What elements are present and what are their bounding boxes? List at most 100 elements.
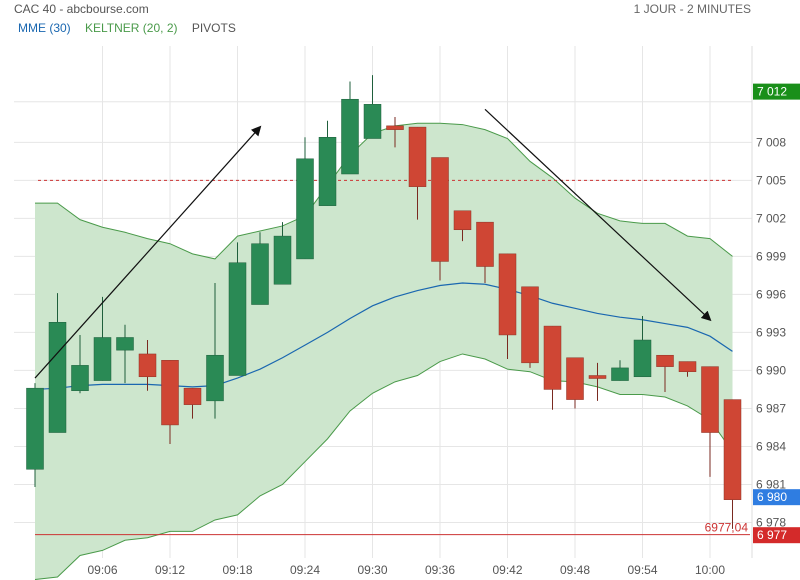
y-tick-label: 6 993 (756, 325, 786, 339)
candle-body (183, 387, 202, 405)
y-tick-label: 6 987 (756, 401, 786, 415)
candle-body (588, 375, 607, 379)
candle-09:06 (93, 296, 112, 381)
y-tick-label: 6 996 (756, 287, 786, 301)
x-tick-label: 09:24 (290, 563, 320, 577)
legend-keltner[interactable]: KELTNER (20, 2) (85, 21, 178, 35)
candle-09:30 (363, 75, 382, 139)
x-tick-label: 09:54 (627, 563, 657, 577)
candle-09:44 (521, 286, 539, 368)
price-badge-bg (753, 83, 800, 100)
indicator-legend: MME (30) KELTNER (20, 2) PIVOTS (18, 21, 247, 35)
x-tick-label: 09:48 (560, 563, 590, 577)
chart-title: CAC 40 - abcbourse.com (14, 2, 149, 16)
candle-09:22 (273, 222, 292, 285)
candle-09:42 (498, 253, 517, 360)
x-tick-label: 09:18 (222, 563, 252, 577)
x-axis: 09:06 09:12 09:18 09:24 09:30 09:36 09:42 09:48… (87, 563, 725, 577)
x-tick-label: 09:30 (357, 563, 387, 577)
price-badge-label: 6 977 (757, 528, 787, 542)
trend-arrow-3 (484, 108, 712, 322)
trend-arrow-2 (34, 125, 262, 379)
candle-body (116, 337, 134, 351)
candle-09:08 (116, 324, 134, 384)
y-tick-label: 6 981 (756, 477, 786, 491)
candle-09:58 (678, 361, 697, 377)
candle-body (341, 98, 359, 175)
y-axis: 6 978 6 981 6 984 6 987 6 990 6 993 6 996 6 999… (756, 135, 786, 529)
x-tick-label: 10:00 (695, 563, 725, 577)
candle-body (408, 126, 427, 187)
candle-09:04 (71, 334, 89, 394)
candle-body (296, 158, 314, 260)
candle-body (521, 286, 539, 364)
candle-09:34 (408, 126, 427, 220)
x-tick-label: 09:42 (492, 563, 522, 577)
candle-body (228, 262, 247, 376)
candle-09:24 (296, 137, 314, 260)
candle-09:10 (138, 340, 157, 391)
candle-body (431, 157, 449, 262)
candle-09:16 (206, 282, 224, 419)
candle-body (498, 253, 517, 336)
y-tick-label: 7 005 (756, 173, 786, 187)
candle-10:00 (701, 366, 719, 477)
candle-09:28 (341, 81, 359, 175)
candle-09:36 (431, 157, 449, 281)
legend-ema[interactable]: MME (30) (18, 21, 71, 35)
candles (26, 75, 742, 529)
price-badge-label: 6 980 (757, 490, 787, 504)
y-tick-label: 6 990 (756, 363, 786, 377)
candle-09:56 (656, 354, 674, 392)
keltner-band (34, 122, 733, 580)
candle-body (48, 322, 67, 433)
candle-body (543, 325, 562, 390)
candle-body (476, 221, 494, 267)
candle-body (678, 361, 697, 372)
x-tick-label: 09:36 (425, 563, 455, 577)
price-badge: 6 977 (753, 527, 800, 544)
candle-09:00 (26, 383, 44, 488)
candle-body (251, 243, 269, 305)
candle-09:52 (611, 360, 629, 381)
candle-09:54 (633, 315, 652, 378)
trend-arrows (34, 108, 712, 379)
candle-body (93, 337, 112, 381)
candle-09:32 (386, 116, 404, 148)
period-selector[interactable]: 1 JOUR - 2 MINUTES (633, 2, 751, 16)
y-tick-label: 6 978 (756, 516, 786, 530)
candle-body (723, 399, 742, 500)
y-tick-label: 7 002 (756, 211, 786, 225)
candle-body (71, 365, 89, 391)
candle-body (656, 354, 674, 367)
legend-pivots[interactable]: PIVOTS (191, 21, 236, 35)
keltner-band-fill (35, 123, 733, 580)
candle-body (138, 353, 157, 378)
candle-09:46 (543, 325, 562, 410)
price-badge-bg (753, 527, 800, 544)
candle-09:12 (161, 360, 179, 444)
price-badge-bg (753, 489, 800, 506)
candle-10:02 (723, 399, 742, 529)
ema-polyline (34, 282, 733, 391)
candle-09:48 (566, 357, 584, 409)
candle-body (318, 136, 337, 206)
candle-body (611, 367, 629, 381)
x-tick-label: 09:06 (87, 563, 117, 577)
candle-body (701, 366, 719, 433)
candle-09:38 (453, 210, 472, 242)
last-price-line: 6977,04 (35, 521, 750, 536)
y-tick-label: 7 008 (756, 135, 786, 149)
candle-09:40 (476, 221, 494, 283)
candle-body (386, 125, 404, 130)
candle-09:50 (588, 362, 607, 401)
candle-body (633, 339, 652, 378)
keltner-upper-line (35, 122, 733, 260)
price-badge: 7 012 (753, 83, 800, 100)
candle-09:26 (318, 120, 337, 206)
candle-body (363, 104, 382, 139)
candle-body (26, 387, 44, 470)
candle-09:18 (228, 242, 247, 376)
y-tick-label: 6 999 (756, 249, 786, 263)
